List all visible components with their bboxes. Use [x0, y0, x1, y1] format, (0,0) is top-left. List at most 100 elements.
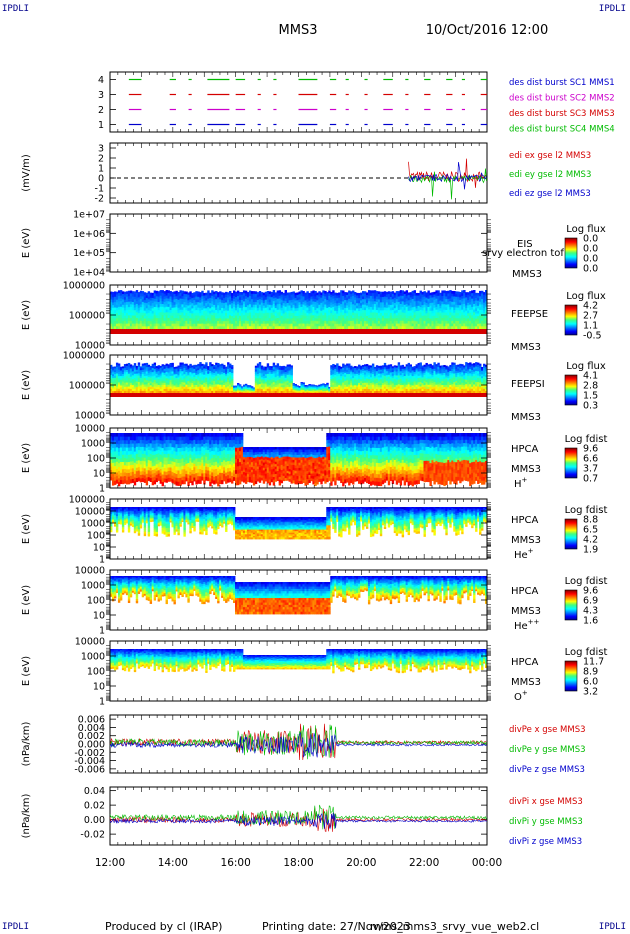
- heatmap-cell: [473, 290, 476, 294]
- y-tick-label: 2: [98, 154, 104, 165]
- heatmap-cell: [280, 310, 284, 314]
- heatmap-cell: [125, 291, 129, 295]
- heatmap-cell: [328, 295, 331, 300]
- heatmap-cell: [171, 305, 174, 309]
- heatmap-cell: [201, 298, 204, 303]
- heatmap-cell: [111, 326, 115, 330]
- heatmap-cell: [141, 312, 145, 316]
- heatmap-cell: [193, 294, 196, 298]
- heatmap-cell: [252, 296, 256, 300]
- heatmap-cell: [181, 323, 184, 327]
- heatmap-cell: [123, 297, 127, 301]
- heatmap-cell: [161, 301, 164, 305]
- heatmap-cell: [175, 320, 178, 324]
- heatmap-cell: [143, 318, 147, 322]
- heatmap-cell: [324, 304, 327, 308]
- heatmap-cell: [110, 302, 113, 306]
- heatmap-cell: [304, 310, 307, 314]
- heatmap-cell: [169, 293, 172, 297]
- legend-entry: des dist burst SC2 MMS2: [509, 94, 615, 104]
- heatmap-cell: [284, 290, 287, 294]
- heatmap-cell: [201, 320, 204, 324]
- heatmap-cell: [306, 293, 309, 298]
- heatmap-cell: [310, 320, 313, 324]
- heatmap-cell: [165, 295, 168, 299]
- heatmap-cell: [179, 329, 182, 334]
- heatmap-cell: [151, 321, 155, 325]
- heatmap-cell: [294, 323, 297, 327]
- heatmap-cell: [314, 290, 317, 295]
- heatmap-cell: [115, 307, 119, 311]
- heatmap-cell: [244, 296, 248, 300]
- heatmap-cell: [177, 321, 180, 325]
- heatmap-cell: [129, 293, 133, 297]
- heatmap-cell: [207, 317, 210, 322]
- heatmap-cell: [179, 315, 182, 319]
- heatmap-cell: [326, 302, 329, 306]
- heatmap-cell: [262, 303, 266, 307]
- heatmap-cell: [240, 318, 244, 322]
- heatmap-cell: [326, 297, 329, 301]
- heatmap-cell: [235, 321, 238, 325]
- heatmap-cell: [229, 299, 232, 303]
- heatmap-cell: [292, 310, 295, 314]
- heatmap-cell: [229, 296, 232, 300]
- heatmap-cell: [221, 315, 224, 319]
- heatmap-cell: [316, 300, 319, 304]
- heatmap-cell: [205, 292, 208, 296]
- heatmap-cell: [197, 320, 200, 325]
- heatmap-cell: [266, 299, 270, 303]
- colorbar-tick-label: 0.0: [583, 234, 598, 245]
- heatmap-cell: [149, 313, 153, 317]
- heatmap-cell: [310, 299, 313, 303]
- heatmap-cell: [127, 309, 131, 313]
- heatmap-cell: [314, 329, 317, 334]
- heatmap-cell: [254, 299, 258, 303]
- heatmap-cell: [229, 315, 232, 319]
- heatmap-cell: [157, 326, 160, 330]
- heatmap-cell: [240, 292, 244, 296]
- heatmap-cell: [163, 315, 166, 319]
- heatmap-cell: [242, 306, 246, 311]
- heatmap-cell: [310, 310, 313, 314]
- heatmap-cell: [115, 323, 119, 327]
- heatmap-cell: [209, 323, 212, 327]
- heatmap-cell: [179, 320, 182, 324]
- heatmap-cell: [326, 310, 329, 314]
- heatmap-cell: [318, 320, 321, 325]
- heatmap-cell: [147, 310, 151, 314]
- heatmap-cell: [256, 323, 260, 327]
- heatmap-cell: [169, 301, 172, 305]
- heatmap-cell: [153, 326, 157, 330]
- heatmap-cell: [127, 307, 131, 311]
- heatmap-cell: [231, 292, 234, 296]
- heatmap-cell: [231, 329, 234, 334]
- heatmap-cell: [290, 329, 293, 334]
- heatmap-cell: [153, 312, 157, 316]
- heatmap-cell: [298, 329, 301, 334]
- heatmap-cell: [143, 305, 147, 309]
- heatmap-cell: [215, 312, 218, 316]
- heatmap-cell: [217, 323, 220, 327]
- heatmap-cell: [286, 313, 289, 317]
- heatmap-cell: [316, 292, 319, 296]
- heatmap-cell: [207, 323, 210, 327]
- heatmap-cell: [179, 317, 182, 322]
- heatmap-cell: [246, 326, 250, 330]
- heatmap-cell: [149, 308, 153, 312]
- heatmap-cell: [169, 320, 172, 324]
- heatmap-cell: [221, 310, 224, 314]
- heatmap-cell: [322, 317, 325, 322]
- heatmap-cell: [135, 295, 139, 299]
- heatmap-cell: [155, 301, 159, 305]
- heatmap-cell: [133, 291, 137, 295]
- heatmap-cell: [121, 312, 125, 316]
- heatmap-cell: [302, 320, 305, 324]
- heatmap-cell: [310, 315, 313, 319]
- heatmap-cell: [286, 318, 289, 322]
- corner-label-bottom-right: IPDLI: [598, 922, 626, 932]
- heatmap-cell: [250, 293, 254, 297]
- heatmap-cell: [254, 304, 258, 308]
- heatmap-cell: [173, 299, 176, 303]
- heatmap-cell: [215, 310, 218, 314]
